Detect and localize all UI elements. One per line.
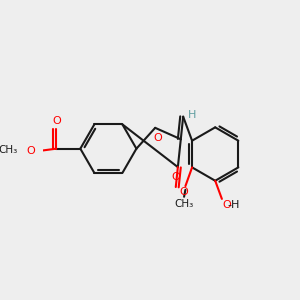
Text: CH₃: CH₃	[0, 145, 18, 155]
Text: O: O	[171, 172, 180, 182]
Text: O: O	[153, 133, 162, 142]
Text: O: O	[26, 146, 35, 155]
Text: O: O	[52, 116, 61, 126]
Text: O: O	[180, 188, 188, 197]
Text: -H: -H	[228, 200, 240, 210]
Text: H: H	[188, 110, 196, 120]
Text: CH₃: CH₃	[174, 199, 194, 209]
Text: O: O	[222, 200, 231, 210]
